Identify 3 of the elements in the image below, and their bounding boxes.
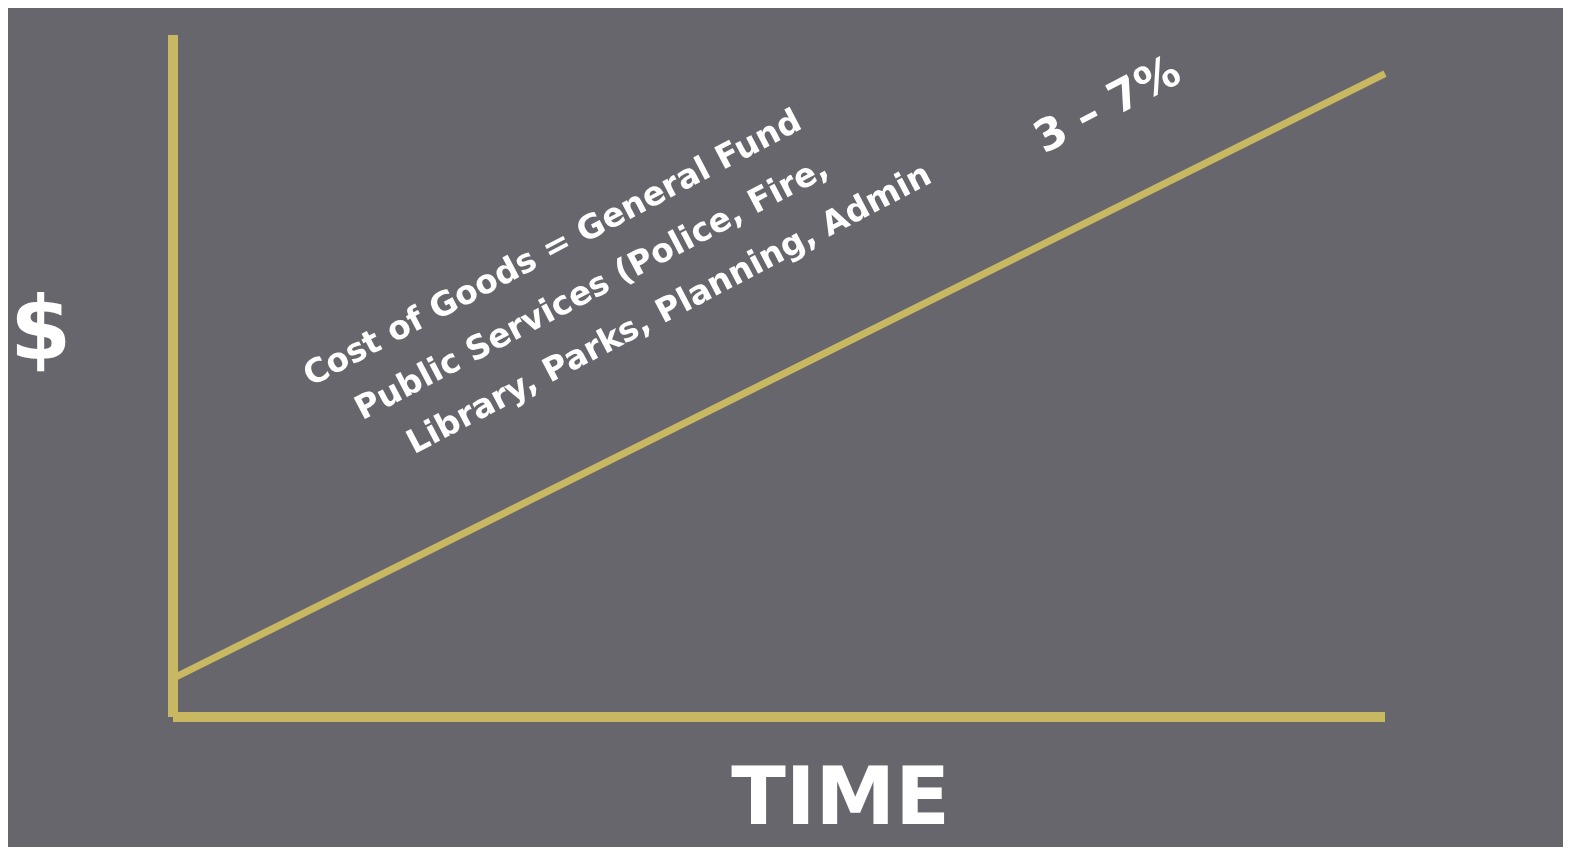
x-axis-title: TIME xyxy=(730,750,951,843)
y-axis-title: $ xyxy=(10,276,72,379)
annotation: 3 – 7% xyxy=(1024,44,1189,163)
